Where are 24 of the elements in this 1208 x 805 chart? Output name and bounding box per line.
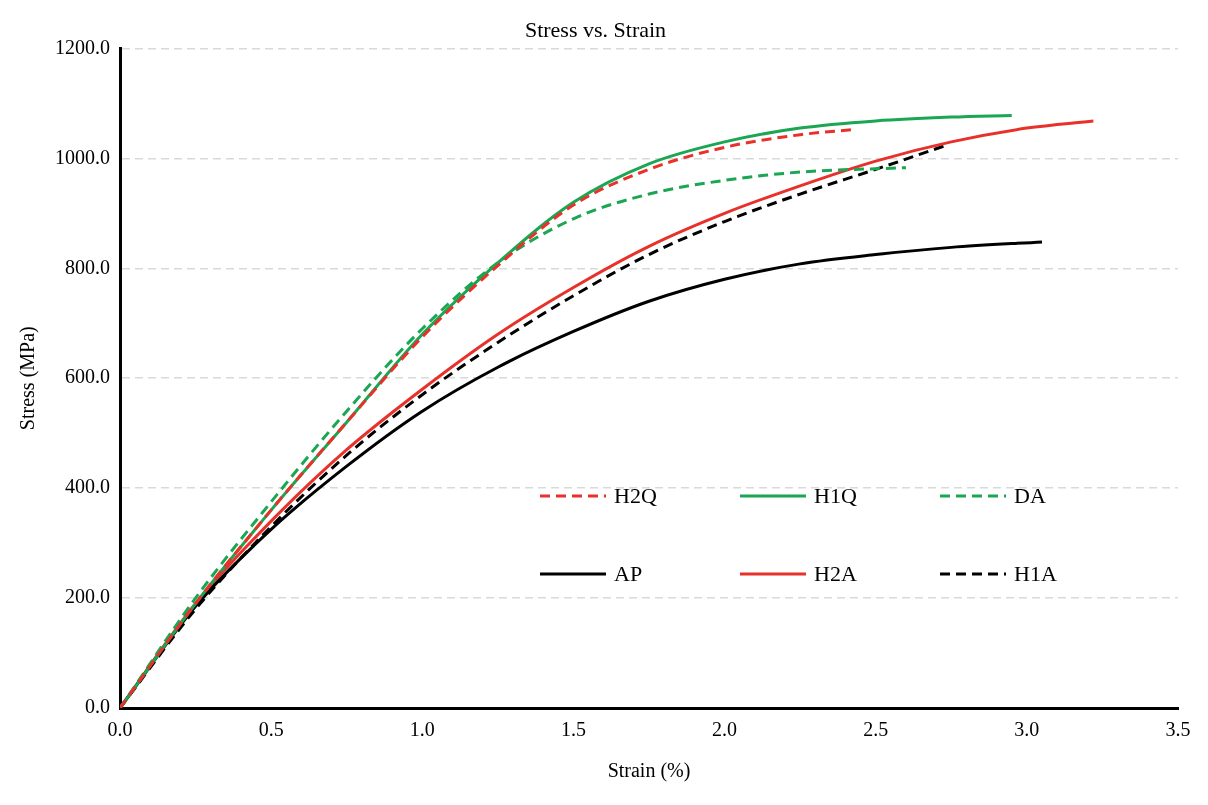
y-tick-label: 0.0 (85, 695, 110, 718)
y-tick-label: 600.0 (65, 365, 110, 388)
legend-label: H2A (814, 561, 857, 587)
y-tick-label: 200.0 (65, 585, 110, 608)
legend-label: AP (614, 561, 643, 587)
y-tick-label: 1000.0 (55, 145, 110, 168)
x-tick-label: 0.0 (107, 718, 133, 741)
legend-label: H2Q (614, 483, 657, 509)
y-tick-label: 800.0 (65, 255, 110, 278)
x-tick-label: 2.0 (712, 718, 738, 741)
chart-title: Stress vs. Strain (524, 16, 667, 42)
y-tick-label: 400.0 (65, 475, 110, 498)
y-axis-title: Stress (MPa) (16, 326, 40, 431)
legend-label: H1Q (814, 483, 857, 509)
legend-label: DA (1014, 483, 1046, 509)
x-tick-label: 2.5 (863, 718, 889, 741)
x-tick-label: 3.5 (1165, 718, 1191, 741)
x-tick-label: 0.5 (258, 718, 284, 741)
x-tick-label: 1.0 (409, 718, 435, 741)
x-tick-label: 1.5 (560, 718, 586, 741)
y-tick-label: 1200.0 (55, 35, 110, 58)
legend-label: H1A (1014, 561, 1057, 587)
x-tick-label: 3.0 (1014, 718, 1040, 741)
x-axis-title: Strain (%) (607, 759, 691, 783)
